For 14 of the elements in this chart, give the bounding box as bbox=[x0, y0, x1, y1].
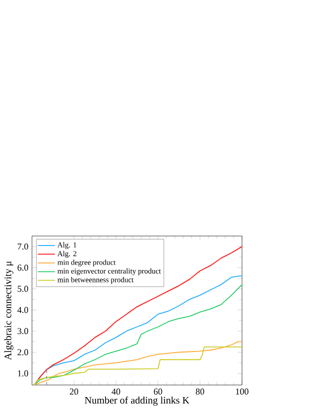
x-tick-label: 100 bbox=[236, 388, 248, 395]
y-tick-label: 1.0 bbox=[18, 370, 28, 376]
y-tick-label: 7.0 bbox=[18, 244, 28, 250]
x-tick-label: 80 bbox=[196, 388, 204, 395]
y-tick-label: 3.0 bbox=[18, 328, 28, 334]
y-tick-label: 4.0 bbox=[17, 306, 28, 314]
y-axis-title: Algebraic connectivity μ bbox=[4, 261, 14, 360]
x-tick-label: 60 bbox=[154, 388, 162, 395]
x-axis-title: Number of adding links K bbox=[84, 396, 190, 406]
x-tick-label: 20 bbox=[70, 388, 78, 395]
y-tick-label: 6.0 bbox=[18, 264, 28, 271]
y-tick-label: 2.0 bbox=[18, 349, 28, 356]
y-tick-label: 5.0 bbox=[18, 286, 28, 292]
x-tick-label: 40 bbox=[112, 388, 120, 395]
